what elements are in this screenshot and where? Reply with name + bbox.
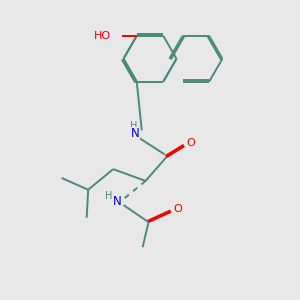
Text: N: N (131, 127, 140, 140)
Text: O: O (173, 204, 182, 214)
Text: H: H (104, 191, 112, 201)
Text: O: O (187, 138, 195, 148)
Text: HO: HO (94, 31, 111, 41)
Text: H: H (130, 121, 137, 130)
Text: N: N (112, 195, 122, 208)
